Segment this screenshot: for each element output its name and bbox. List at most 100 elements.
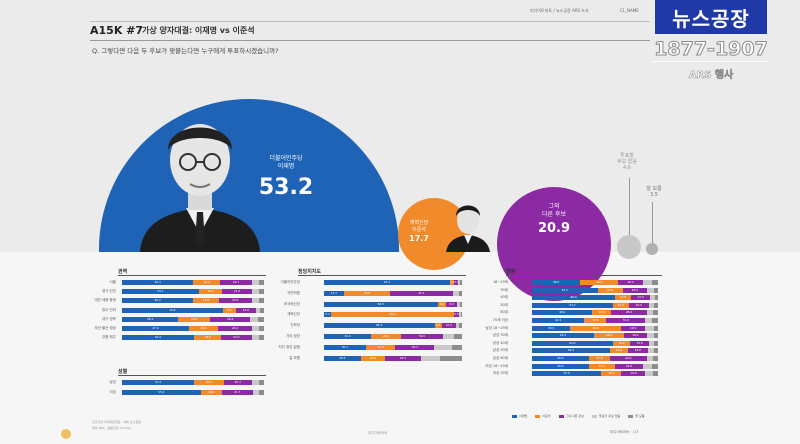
- bar-segment: 64.2: [532, 302, 613, 308]
- bar-segment: 21.0: [588, 363, 616, 369]
- bar-segment: [252, 289, 259, 295]
- bar-segment: [654, 340, 658, 346]
- bar-segment: 19.5: [620, 325, 646, 331]
- bar-segment: 12.5: [615, 295, 631, 301]
- bubble-none-name: 투표할 후보 없음: [617, 153, 637, 165]
- bar-segment: [650, 295, 655, 301]
- stacked-bar: 49.0 24.0 18.0: [532, 333, 658, 339]
- stacked-bar: 50.2 17.8 23.5: [122, 298, 264, 304]
- stacked-bar: 39.4 22.6 28.4: [122, 316, 264, 322]
- stacked-bar: 45.0 17.0 29.0: [532, 356, 658, 361]
- row-label: 경기·인천: [102, 289, 116, 294]
- bar-segment: 18.0: [360, 355, 386, 361]
- survey-question: Q. 그렇다면 다음 두 후보가 맞붙는다면 누구에게 투표하시겠습니까?: [92, 47, 279, 55]
- bar-segment: [259, 326, 264, 331]
- bar-segment: 3.0: [454, 280, 459, 285]
- stacked-bar: 66.0 12.5 15.5: [532, 295, 658, 301]
- broadcaster-rule: [652, 61, 768, 62]
- bar-segment: 82.5: [324, 301, 438, 307]
- bar-segment: 80.1: [324, 323, 435, 329]
- stacked-bar: 48.0 15.0 28.0: [532, 310, 658, 316]
- bar-segment: 12.4: [612, 302, 629, 308]
- bar-segment: [648, 302, 655, 308]
- bar-segment: 19.5: [618, 280, 643, 285]
- stacked-bar: 52.1 20.0 18.9: [532, 287, 658, 293]
- stacked-bar: 47.0 20.6 24.0: [122, 326, 264, 331]
- legend-item-dk: 잘 모름: [628, 414, 645, 418]
- bar-segment: [452, 290, 459, 296]
- panel-title: 연령: [506, 269, 516, 275]
- bar-segment: [258, 280, 264, 285]
- bar-segment: 16.5: [198, 289, 223, 295]
- panel-title: 성별: [118, 369, 128, 375]
- bar-segment: 29.0: [610, 356, 647, 361]
- bar-segment: [252, 389, 259, 395]
- bar-segment: [259, 298, 264, 304]
- legend-item-none: 투표할 후보 없음: [592, 414, 620, 418]
- bar-segment: 55.4: [122, 389, 201, 395]
- row-label: 남성 18~29세: [485, 325, 508, 330]
- bubble-none-value: 4.6: [623, 165, 631, 171]
- stacked-bar: 64.0 14.0 15.0: [532, 340, 658, 346]
- bar-segment: 31.0: [606, 318, 646, 323]
- bar-segment: 23.5: [218, 298, 252, 304]
- bar-segment: 14.0: [610, 348, 628, 354]
- stacked-bar: 91.2 3.1 3.0: [324, 280, 462, 285]
- bar-segment: [645, 325, 654, 331]
- bar-segment: [252, 326, 260, 331]
- stacked-bar: 62.0 14.0 16.0: [532, 348, 658, 354]
- bar-segment: [647, 348, 654, 354]
- bar-segment: [652, 318, 658, 323]
- bar-segment: 5.2: [324, 312, 332, 318]
- bar-segment: [642, 280, 652, 285]
- bar-segment: [649, 340, 655, 346]
- broadcaster-logo: 뉴스공장: [655, 0, 767, 34]
- broadcaster-name: 뉴스공장: [672, 6, 750, 31]
- bubble-lj-name: 개혁신당 이준석: [409, 220, 429, 233]
- bar-segment: [652, 310, 658, 316]
- row-label: 기타 정당: [286, 334, 300, 338]
- footer-page: 미디어토마토 · 1/3: [610, 430, 639, 434]
- stacked-bar: 5.2 89.0 3.5: [324, 312, 462, 318]
- panel-rule: [118, 275, 266, 276]
- stacked-bar: 55.0 16.0 19.0: [532, 371, 658, 377]
- bar-segment: [458, 290, 462, 296]
- bar-segment: 54.1: [122, 289, 199, 295]
- bar-segment: 13.9: [235, 307, 256, 313]
- bar-segment: [258, 289, 264, 295]
- candidate-photo-lee-jae-myung: [140, 124, 260, 252]
- bar-segment: [654, 302, 658, 308]
- row-label: 18~29세: [492, 280, 508, 284]
- row-label: 부산·울산·경남: [94, 326, 116, 330]
- bar-segment: [451, 344, 462, 350]
- bar-segment: [653, 325, 658, 331]
- row-label: 국민의힘: [287, 290, 300, 295]
- bar-segment: 39.4: [122, 316, 178, 322]
- stacked-bar: 30.2 21.5 28.3: [324, 344, 462, 350]
- bar-segment: 14.3: [324, 290, 344, 296]
- bar-segment: [646, 287, 654, 293]
- bar-segment: [260, 307, 264, 313]
- bar-segment: [653, 333, 658, 339]
- stacked-bar: 45.0 21.0 22.0: [532, 363, 658, 369]
- bar-segment: [646, 333, 654, 339]
- bar-segment: 3.1: [449, 280, 455, 285]
- bar-segment: 18.0: [623, 333, 647, 339]
- stacked-bar: 82.5 6.0 8.0: [324, 301, 462, 307]
- bar-segment: 22.1: [220, 280, 252, 285]
- bar-segment: [645, 318, 653, 323]
- bar-segment: 52.1: [532, 287, 598, 293]
- row-label: 남성 50대: [492, 348, 508, 353]
- bar-segment: [442, 334, 454, 339]
- panel-rule: [118, 375, 266, 376]
- bubble-none-label: 투표할 후보 없음 4.6: [607, 153, 647, 171]
- bar-segment: 17.8: [193, 298, 219, 304]
- row-label: 30대: [500, 287, 508, 292]
- stacked-bar: 80.1 5.4 10.0: [324, 323, 462, 329]
- row-label: 서울: [109, 280, 116, 284]
- bubble-lee-label: 더불어민주당 이재명 53.2: [246, 155, 326, 200]
- bar-segment: 50.3: [122, 280, 194, 285]
- bar-segment: [259, 335, 264, 341]
- bar-segment: [258, 316, 264, 322]
- bar-segment: 33.8: [343, 290, 391, 296]
